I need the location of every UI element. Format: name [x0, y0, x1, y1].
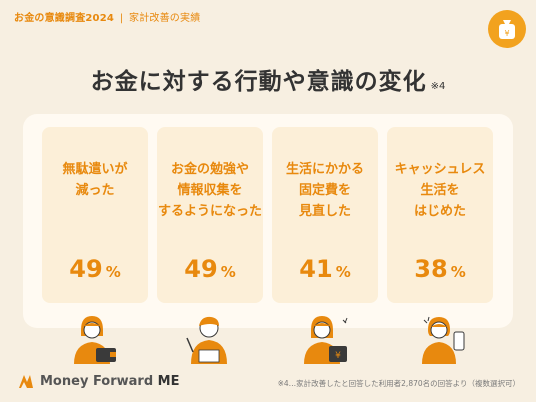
footnote: ※4…家計改善したと回答した利用者2,870名の回答より（複数選択可）: [277, 379, 520, 388]
header-subtitle: 家計改善の実績: [129, 13, 201, 24]
money-bag-icon: ¥: [488, 10, 526, 48]
card-value: 49%: [157, 255, 263, 283]
page-title: お金に対する行動や意識の変化 ※4: [0, 62, 536, 96]
card-label: お金の勉強や 情報収集を するようになった: [157, 162, 262, 219]
svg-text:¥: ¥: [504, 29, 509, 38]
man-writing-notes-icon: [186, 316, 227, 364]
card-cashless: キャッシュレス 生活を はじめた 38%: [387, 127, 493, 303]
card-value: 38%: [387, 255, 493, 283]
card-number: 49: [184, 255, 218, 283]
woman-with-wallet-icon: [74, 316, 116, 364]
woman-with-smartphone-icon: [422, 316, 465, 364]
card-fixed-costs: 生活にかかる 固定費を 見直した 41%: [272, 127, 378, 303]
logo-main: Money Forward: [40, 373, 154, 389]
card-less-waste: 無駄遣いが 減った 49%: [42, 127, 148, 303]
svg-text:¥: ¥: [335, 351, 341, 361]
card-unit: %: [105, 263, 121, 281]
card-value: 41%: [272, 255, 378, 283]
card-number: 41: [299, 255, 333, 283]
card-unit: %: [450, 263, 466, 281]
header: お金の意識調査2024 | 家計改善の実績: [14, 9, 200, 24]
card-number: 38: [414, 255, 448, 283]
woman-with-bills-icon: ¥: [304, 316, 348, 364]
title-note: ※4: [430, 81, 446, 92]
card-value: 49%: [42, 255, 148, 283]
card-label: キャッシュレス 生活を はじめた: [394, 162, 486, 219]
card-unit: %: [335, 263, 351, 281]
card-label: 無駄遣いが 減った: [62, 162, 128, 198]
logo-text: Money Forward ME: [40, 374, 180, 389]
logo-suffix: ME: [157, 373, 180, 389]
logo: Money Forward ME: [17, 371, 180, 391]
header-separator: |: [119, 13, 124, 24]
title-text: お金に対する行動や意識の変化: [90, 69, 427, 95]
card-number: 49: [69, 255, 103, 283]
money-forward-logo-icon: [19, 375, 33, 388]
card-unit: %: [220, 263, 236, 281]
card-label: 生活にかかる 固定費を 見直した: [285, 162, 364, 219]
card-money-study: お金の勉強や 情報収集を するようになった 49%: [157, 127, 263, 303]
survey-name: お金の意識調査2024: [14, 13, 115, 24]
